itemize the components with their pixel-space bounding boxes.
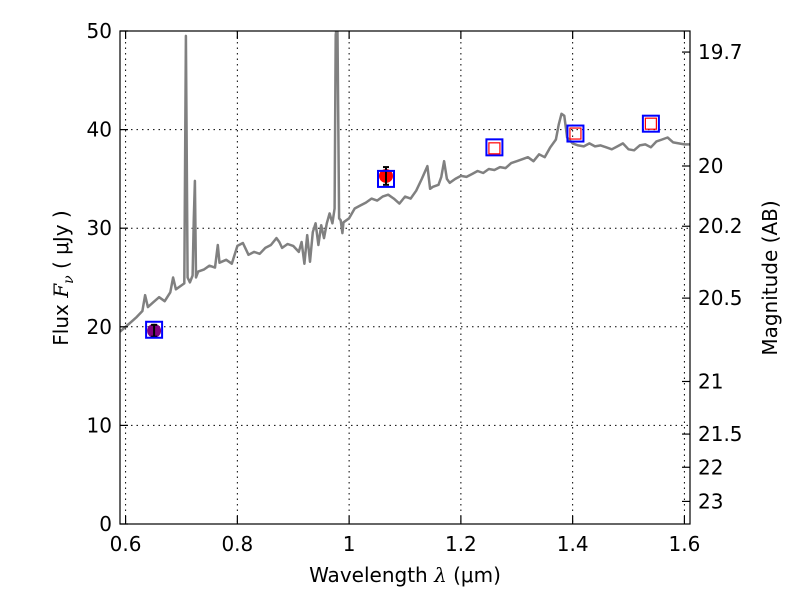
y-tick-label: 0 xyxy=(99,512,112,536)
model-photometry-square xyxy=(145,320,164,339)
x-tick-label: 1.2 xyxy=(445,532,477,556)
y2-axis-title: Magnitude (AB) xyxy=(758,200,782,355)
x-tick-label: 0.6 xyxy=(110,532,142,556)
y-axis-title: Flux Fν ( μJy ) xyxy=(49,210,77,345)
magnitude-axis-ticks: 19.7 20 20.2 20.5 21 21.5 22 23 xyxy=(682,40,743,513)
model-photometry-square xyxy=(485,138,504,157)
model-photometry-square xyxy=(566,124,585,143)
y-tick-label: 50 xyxy=(87,19,112,43)
y-axis-title-prefix: Flux xyxy=(49,298,73,346)
y-axis-flux-subscript: ν xyxy=(61,275,77,284)
x-axis-ticks: 0.6 0.8 1 1.2 1.4 1.6 xyxy=(110,31,701,556)
magnitude-tick-label: 20 xyxy=(698,154,723,178)
x-axis-title-prefix: Wavelength xyxy=(309,563,434,587)
magnitude-tick-label: 23 xyxy=(698,489,723,513)
magnitude-tick-label: 21 xyxy=(698,369,723,393)
magnitude-tick-label: 22 xyxy=(698,455,723,479)
x-axis-title: Wavelength λ (μm) xyxy=(309,563,501,587)
x-tick-label: 0.8 xyxy=(221,532,253,556)
x-axis-lambda-symbol: λ xyxy=(433,563,447,587)
magnitude-tick-label: 20.2 xyxy=(698,214,743,238)
y-axis-flux-symbol: F xyxy=(49,283,73,299)
y-tick-label: 40 xyxy=(87,118,112,142)
magnitude-tick-label: 19.7 xyxy=(698,40,743,64)
synthetic-photometry-square xyxy=(644,117,657,130)
y-tick-label: 30 xyxy=(87,216,112,240)
model-photometry-square xyxy=(641,114,660,133)
y-tick-label: 10 xyxy=(87,413,112,437)
synthetic-photometry-square xyxy=(569,127,582,140)
model-photometry-square xyxy=(377,169,395,188)
x-tick-label: 1 xyxy=(343,532,356,556)
x-tick-label: 1.4 xyxy=(557,532,589,556)
x-axis-unit: (μm) xyxy=(447,563,501,587)
photometry-markers xyxy=(145,114,660,339)
plot-background xyxy=(120,31,690,524)
x-tick-label: 1.6 xyxy=(669,532,701,556)
plot-frame xyxy=(119,30,691,525)
magnitude-tick-label: 20.5 xyxy=(698,286,743,310)
synthetic-photometry-square xyxy=(488,142,501,155)
y-tick-label: 20 xyxy=(87,315,112,339)
y-axis-unit: ( μJy ) xyxy=(49,210,73,275)
magnitude-tick-label: 21.5 xyxy=(698,422,743,446)
y-axis-ticks: 0 10 20 30 40 50 xyxy=(87,19,128,536)
